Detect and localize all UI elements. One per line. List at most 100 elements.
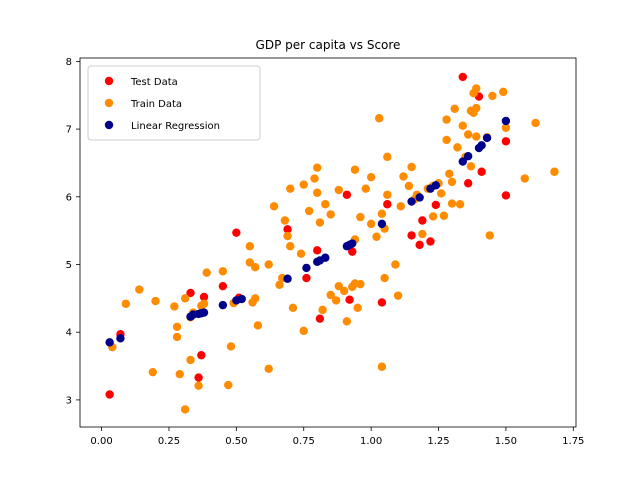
train-data-point: [466, 162, 476, 171]
train-data-point: [224, 380, 233, 390]
train-data-point: [391, 260, 400, 269]
linear-regression-point: [431, 181, 441, 190]
train-data-point: [251, 294, 260, 303]
test-data-point: [463, 179, 473, 188]
train-data-point: [326, 290, 335, 300]
train-data-point: [321, 200, 330, 209]
test-data-point: [283, 225, 292, 234]
train-data-point: [356, 212, 365, 222]
train-data-point: [334, 185, 343, 195]
train-data-point: [472, 132, 481, 141]
train-data-point: [488, 91, 497, 101]
test-data-point: [348, 247, 357, 256]
test-data-point: [501, 137, 511, 146]
linear-regression-point: [463, 151, 473, 161]
test-data-point: [105, 390, 114, 399]
legend-marker-train-data: [104, 98, 114, 108]
train-data-point: [275, 280, 284, 290]
test-data-point: [431, 200, 441, 210]
train-data-point: [245, 258, 255, 267]
train-data-point: [286, 242, 295, 251]
train-data-point: [251, 263, 260, 272]
train-data-point: [437, 189, 446, 198]
y-tick-label: 4: [66, 328, 72, 339]
linear-regression-point: [283, 274, 292, 283]
plot-area: [105, 72, 559, 414]
train-data-point: [269, 202, 279, 211]
test-data-point: [186, 288, 195, 298]
test-data-point: [407, 231, 416, 240]
y-tick-label: 6: [66, 192, 72, 203]
train-data-point: [283, 231, 292, 241]
linear-regression-point: [415, 193, 424, 202]
test-data-point: [199, 292, 209, 302]
linear-regression-point: [116, 334, 125, 343]
y-tick-label: 5: [66, 260, 72, 271]
legend-marker-linear-regression: [104, 120, 114, 130]
train-data-point: [218, 267, 228, 276]
test-data-point: [232, 228, 241, 237]
y-tick-label: 7: [66, 125, 72, 136]
train-data-point: [299, 326, 308, 336]
train-data-point: [226, 342, 236, 351]
train-data-point: [463, 130, 473, 139]
train-data-point: [361, 184, 370, 193]
train-data-point: [151, 296, 160, 306]
legend-box: [87, 65, 261, 141]
test-data-point: [194, 373, 203, 382]
chart-title: GDP per capita vs Score: [256, 38, 401, 52]
test-data-point: [313, 246, 322, 255]
train-data-point: [472, 84, 481, 93]
train-data-point: [445, 169, 454, 178]
train-data-point: [520, 174, 529, 183]
train-data-point: [399, 172, 408, 181]
x-tick-label: 1.75: [562, 436, 584, 447]
x-tick-label: 1.00: [360, 436, 382, 447]
series-linear-regression: [105, 116, 511, 347]
train-data-point: [280, 216, 290, 225]
train-data-point: [180, 294, 190, 303]
x-tick-label: 1.50: [495, 436, 517, 447]
x-tick-label: 1.25: [427, 436, 449, 447]
linear-regression-point: [377, 219, 387, 229]
train-data-point: [264, 364, 273, 373]
train-data-point: [404, 181, 414, 191]
train-data-point: [310, 174, 319, 183]
train-data-point: [442, 115, 451, 124]
x-tick-label: 0.00: [90, 436, 112, 447]
train-data-point: [458, 121, 467, 130]
train-data-point: [447, 199, 457, 208]
linear-regression-point: [218, 300, 228, 310]
legend-label-linear-regression: Linear Regression: [131, 121, 220, 132]
train-data-point: [418, 229, 427, 239]
linear-regression-point: [302, 263, 311, 273]
train-data-point: [377, 362, 387, 371]
linear-regression-point: [458, 157, 467, 166]
linear-regression-point: [237, 294, 246, 304]
test-data-point: [418, 216, 427, 225]
train-data-point: [531, 118, 540, 128]
train-data-point: [304, 206, 314, 216]
test-data-point: [501, 191, 511, 200]
train-data-point: [334, 281, 343, 291]
train-data-point: [253, 321, 263, 330]
train-data-point: [396, 202, 405, 211]
train-data-point: [313, 163, 322, 172]
train-data-point: [299, 180, 308, 189]
train-data-point: [199, 299, 209, 308]
train-data-point: [550, 167, 559, 176]
linear-regression-point: [348, 239, 357, 248]
train-data-point: [313, 188, 322, 197]
test-data-point: [197, 351, 206, 360]
linear-regression-point: [482, 133, 492, 143]
test-data-point: [218, 281, 228, 291]
train-data-point: [439, 211, 449, 220]
legend-label-test-data: Test Data: [130, 77, 178, 88]
series-test-data: [105, 72, 511, 399]
legend-label-train-data: Train Data: [130, 99, 182, 110]
linear-regression-point: [477, 141, 486, 150]
train-data-point: [453, 143, 462, 152]
train-data-point: [326, 210, 335, 219]
linear-regression-point: [501, 116, 511, 126]
